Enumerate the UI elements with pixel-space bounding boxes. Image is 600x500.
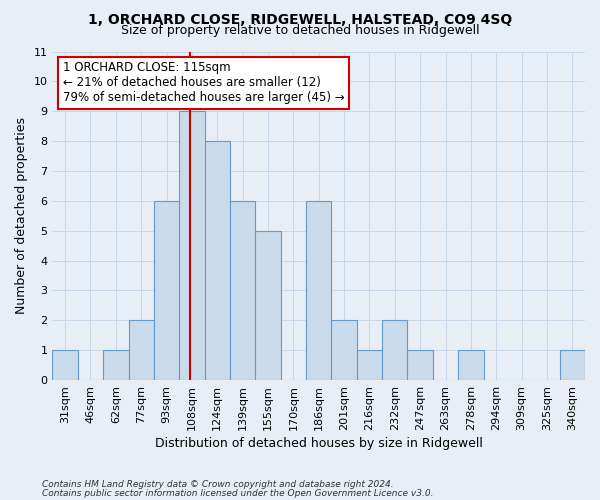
Bar <box>458 350 484 380</box>
Bar <box>230 201 256 380</box>
Bar <box>52 350 78 380</box>
Text: 1 ORCHARD CLOSE: 115sqm
← 21% of detached houses are smaller (12)
79% of semi-de: 1 ORCHARD CLOSE: 115sqm ← 21% of detache… <box>63 62 344 104</box>
Y-axis label: Number of detached properties: Number of detached properties <box>15 118 28 314</box>
Bar <box>306 201 331 380</box>
Text: Size of property relative to detached houses in Ridgewell: Size of property relative to detached ho… <box>121 24 479 37</box>
Bar <box>256 230 281 380</box>
Bar <box>357 350 382 380</box>
Bar <box>560 350 585 380</box>
Bar <box>103 350 128 380</box>
Bar <box>154 201 179 380</box>
Text: Contains public sector information licensed under the Open Government Licence v3: Contains public sector information licen… <box>42 488 433 498</box>
X-axis label: Distribution of detached houses by size in Ridgewell: Distribution of detached houses by size … <box>155 437 482 450</box>
Bar <box>407 350 433 380</box>
Bar <box>382 320 407 380</box>
Bar <box>179 111 205 380</box>
Text: Contains HM Land Registry data © Crown copyright and database right 2024.: Contains HM Land Registry data © Crown c… <box>42 480 394 489</box>
Bar <box>331 320 357 380</box>
Bar <box>128 320 154 380</box>
Text: 1, ORCHARD CLOSE, RIDGEWELL, HALSTEAD, CO9 4SQ: 1, ORCHARD CLOSE, RIDGEWELL, HALSTEAD, C… <box>88 12 512 26</box>
Bar <box>205 141 230 380</box>
